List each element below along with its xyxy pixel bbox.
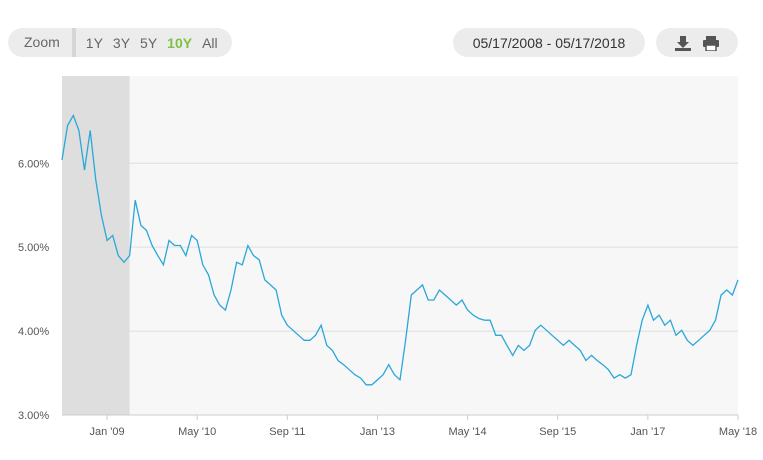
y-tick-label: 6.00% [18,158,49,170]
x-tick-label: Sep '11 [269,426,305,438]
zoom-control: Zoom 1Y 3Y 5Y 10Y All [8,28,232,57]
zoom-option[interactable]: All [202,34,218,51]
zoom-option[interactable]: 10Y [167,34,193,51]
y-tick-label: 5.00% [18,242,49,254]
download-icon[interactable] [674,35,692,51]
x-tick-label: Sep '15 [539,426,576,438]
zoom-option[interactable]: 5Y [140,34,158,51]
series-line [61,113,739,386]
x-tick-label: May '14 [449,426,487,438]
x-tick-label: May '18 [719,426,757,438]
export-tools [656,28,738,57]
zoom-option[interactable]: 1Y [85,34,103,51]
plot-background [62,76,738,415]
print-icon[interactable] [702,35,720,51]
plot-band [62,76,130,415]
x-tick-label: Jan '13 [360,426,395,438]
y-tick-label: 3.00% [18,410,49,422]
x-tick-label: May '10 [178,426,216,438]
x-tick-label: Jan '09 [89,426,124,438]
zoom-option[interactable]: 3Y [112,34,131,51]
date-range[interactable]: 05/17/2008 - 05/17/2018 [453,28,645,57]
zoom-label: Zoom [8,28,76,57]
x-tick-label: Jan '17 [630,426,665,438]
y-tick-label: 4.00% [18,326,49,338]
